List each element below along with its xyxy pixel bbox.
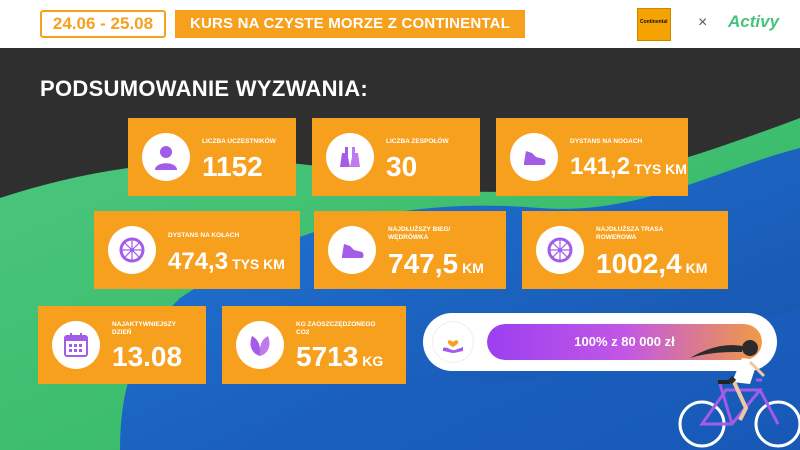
calendar-icon xyxy=(64,333,88,357)
foot-distance-value: 141,2 TYS KM xyxy=(570,152,687,184)
progress-icon-circle xyxy=(433,322,473,362)
longest-run-label: NAJDŁUŻSZY BIEG/ WĘDRÓWKA xyxy=(388,226,451,241)
foot-distance-label: DYSTANS NA NOGACH xyxy=(570,138,643,145)
longest-run-unit: KM xyxy=(462,260,484,276)
most-active-day-value: 13.08 xyxy=(112,341,183,372)
continental-logo-text: Continental xyxy=(640,19,668,25)
participants-label: LICZBA UCZESTNIKÓW xyxy=(202,138,276,145)
co2-saved-icon-circle xyxy=(236,321,284,369)
wheel-icon xyxy=(119,237,145,263)
activy-logo: Activy xyxy=(728,12,780,31)
co2-saved-number: 5713 xyxy=(296,341,359,372)
stat-card-longest-run: NAJDŁUŻSZY BIEG/ WĘDRÓWKA 747,5 KM xyxy=(314,211,506,289)
progress-bar-fill xyxy=(487,324,762,360)
longest-run-number: 747,5 xyxy=(388,248,459,279)
longest-ride-label: NAJDŁUŻSZA TRASA ROWEROWA xyxy=(596,226,664,241)
bike-distance-value: 474,3 TYS KM xyxy=(168,247,285,279)
stat-card-teams: LICZBA ZESPOŁÓW 30 xyxy=(312,118,480,196)
date-range: 24.06 - 25.08 xyxy=(40,10,166,38)
foot-distance-unit: TYS KM xyxy=(634,161,687,177)
stat-card-most-active-day: NAJAKTYWNIEJSZY DZIEŃ 13.08 xyxy=(38,306,206,384)
teams-icon-circle xyxy=(326,133,374,181)
person-icon xyxy=(155,146,177,170)
separator-icon: × xyxy=(698,14,708,31)
header-bar: 24.06 - 25.08 KURS NA CZYSTE MORZE Z CON… xyxy=(0,0,800,48)
stat-card-co2-saved: KG ZAOSZCZĘDZONEGO CO2 5713 KG xyxy=(222,306,406,384)
progress-text: 100% z 80 000 zł xyxy=(574,334,675,349)
shoe-icon xyxy=(524,151,546,165)
longest-ride-icon-circle xyxy=(536,226,584,274)
fundraising-progress: 100% z 80 000 zł xyxy=(423,313,777,371)
foot-distance-icon-circle xyxy=(510,133,558,181)
heart-hand-icon xyxy=(443,340,463,353)
stat-card-longest-ride: NAJDŁUŻSZA TRASA ROWEROWA 1002,4 KM xyxy=(522,211,728,289)
co2-saved-unit: KG xyxy=(362,353,384,369)
stat-card-participants: LICZBA UCZESTNIKÓW 1152 xyxy=(128,118,296,196)
longest-ride-number: 1002,4 xyxy=(596,248,682,279)
continental-logo: Continental xyxy=(637,8,671,41)
longest-ride-unit: KM xyxy=(685,260,708,276)
teams-label: LICZBA ZESPOŁÓW xyxy=(386,138,449,145)
bike-distance-label: DYSTANS NA KOŁACH xyxy=(168,232,240,239)
bike-distance-unit: TYS KM xyxy=(232,256,285,272)
longest-run-icon-circle xyxy=(328,226,376,274)
stat-card-bike-distance: DYSTANS NA KOŁACH 474,3 TYS KM xyxy=(94,211,300,289)
page-title: PODSUMOWANIE WYZWANIA: xyxy=(40,76,369,101)
challenge-title: KURS NA CZYSTE MORZE Z CONTINENTAL xyxy=(175,10,525,38)
shoe-icon xyxy=(342,244,364,258)
bike-distance-icon-circle xyxy=(108,226,156,274)
co2-saved-label: KG ZAOSZCZĘDZONEGO CO2 xyxy=(296,321,376,336)
stat-card-foot-distance: DYSTANS NA NOGACH 141,2 TYS KM xyxy=(496,118,688,196)
co2-saved-value: 5713 KG xyxy=(296,342,383,376)
bike-distance-number: 474,3 xyxy=(168,248,229,275)
participants-value: 1152 xyxy=(202,151,263,182)
progress-bar: 100% z 80 000 zł xyxy=(487,324,762,360)
participants-icon-circle xyxy=(142,133,190,181)
foot-distance-number: 141,2 xyxy=(570,153,631,180)
most-active-day-icon-circle xyxy=(52,321,100,369)
most-active-day-label: NAJAKTYWNIEJSZY DZIEŃ xyxy=(112,321,176,336)
wheel-icon xyxy=(547,237,573,263)
longest-ride-value: 1002,4 KM xyxy=(596,249,707,283)
cyclist-illustration xyxy=(678,340,800,448)
teams-value: 30 xyxy=(386,151,418,182)
longest-run-value: 747,5 KM xyxy=(388,249,484,283)
leaf-icon xyxy=(250,336,270,356)
high-five-icon xyxy=(340,147,360,167)
